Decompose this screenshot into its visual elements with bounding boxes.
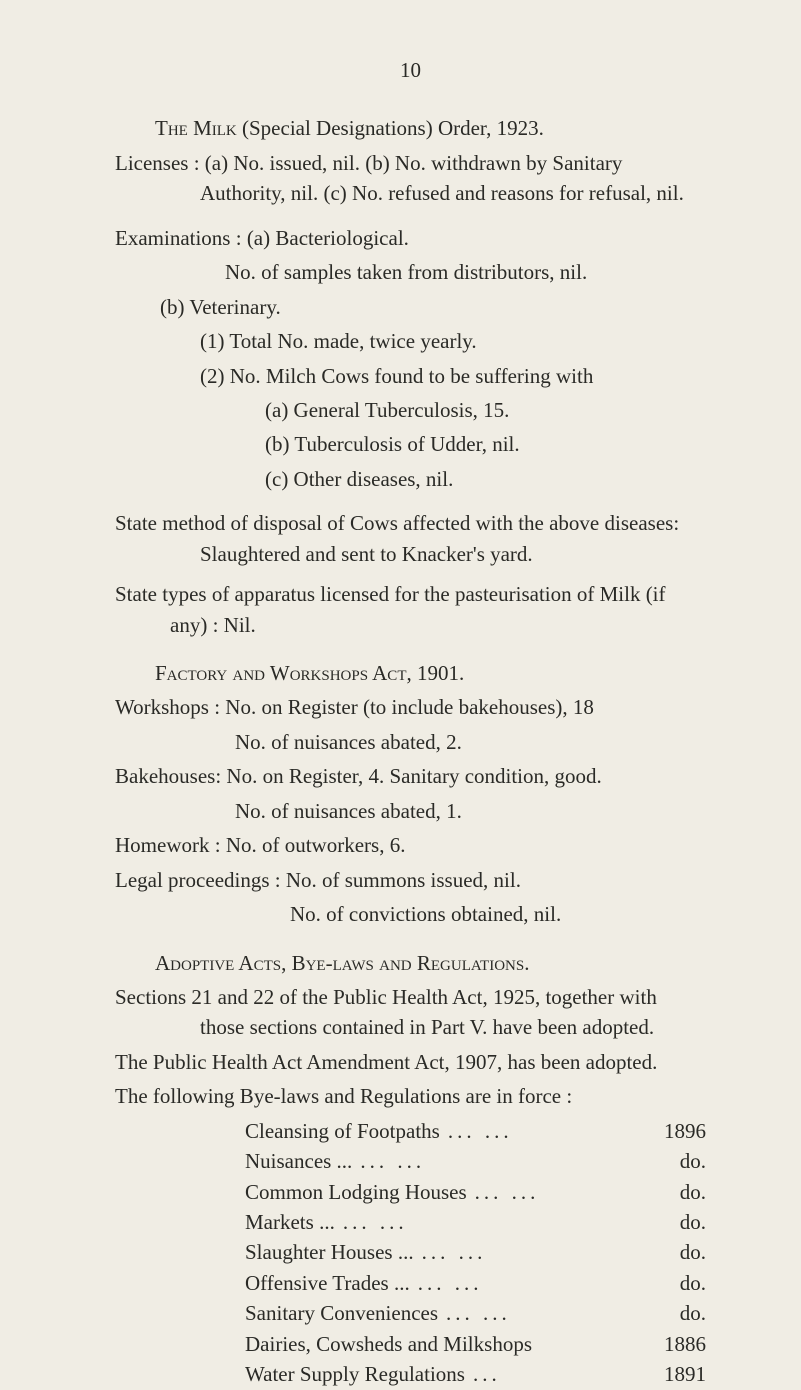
exam-a: Examinations : (a) Bacteriological.: [115, 223, 706, 253]
adoptive-p3: The following Bye-laws and Regulations a…: [115, 1081, 706, 1111]
list-year: do.: [660, 1146, 706, 1176]
list-label: Sanitary Conveniences: [245, 1298, 438, 1328]
leader-dots: ... ...: [440, 1116, 644, 1146]
vet-2c: (c) Other diseases, nil.: [115, 464, 706, 494]
vet-1: (1) Total No. made, twice yearly.: [115, 326, 706, 356]
list-item: Slaughter Houses ... ... ... do.: [115, 1237, 706, 1267]
list-label: Common Lodging Houses: [245, 1177, 467, 1207]
list-label: Water Supply Regulations: [245, 1359, 465, 1389]
leader-dots: ... ...: [410, 1268, 660, 1298]
heading-milk: The Milk (Special Designations) Order, 1…: [115, 113, 706, 143]
list-label: Dairies, Cowsheds and Milkshops: [245, 1329, 532, 1359]
list-item: Water Supply Regulations ... 1891: [115, 1359, 706, 1389]
heading-adoptive: Adoptive Acts, Bye-laws and Regulations.: [115, 948, 706, 978]
list-year: do.: [660, 1298, 706, 1328]
vet-2b: (b) Tuberculosis of Udder, nil.: [115, 429, 706, 459]
vet-2: (2) No. Milch Cows found to be suffering…: [115, 361, 706, 391]
state-method: State method of disposal of Cows affecte…: [115, 508, 706, 569]
leader-dots: ... ...: [414, 1237, 660, 1267]
page-number: 10: [115, 55, 706, 85]
list-year: 1891: [644, 1359, 706, 1389]
list-item: Nuisances ... ... ... do.: [115, 1146, 706, 1176]
list-item: Common Lodging Houses ... ... do.: [115, 1177, 706, 1207]
leader-dots: ...: [465, 1359, 644, 1389]
heading-milk-pre: The Milk: [155, 116, 237, 140]
adoptive-p1: Sections 21 and 22 of the Public Health …: [115, 982, 706, 1043]
heading-milk-post: (Special Designations) Order, 1923.: [242, 116, 544, 140]
section-milk: The Milk (Special Designations) Order, 1…: [115, 113, 706, 208]
list-year: do.: [660, 1207, 706, 1237]
list-item: Offensive Trades ... ... ... do.: [115, 1268, 706, 1298]
leader-dots: ... ...: [352, 1146, 659, 1176]
list-year: do.: [660, 1268, 706, 1298]
list-item: Dairies, Cowsheds and Milkshops . 1886: [115, 1329, 706, 1359]
workshops-sub: No. of nuisances abated, 2.: [115, 727, 706, 757]
byelaws-list: Cleansing of Footpaths ... ... 1896 Nuis…: [115, 1116, 706, 1390]
bakehouses-sub: No. of nuisances abated, 1.: [115, 796, 706, 826]
list-item: Sanitary Conveniences ... ... do.: [115, 1298, 706, 1328]
list-year: do.: [660, 1237, 706, 1267]
vet-2a: (a) General Tuberculosis, 15.: [115, 395, 706, 425]
list-item: Cleansing of Footpaths ... ... 1896: [115, 1116, 706, 1146]
leader-dots: ... ...: [438, 1298, 660, 1328]
bakehouses: Bakehouses: No. on Register, 4. Sanitary…: [115, 761, 706, 791]
workshops: Workshops : No. on Register (to include …: [115, 692, 706, 722]
list-label: Slaughter Houses ...: [245, 1237, 414, 1267]
leader-dots: ... ...: [335, 1207, 660, 1237]
list-label: Offensive Trades ...: [245, 1268, 410, 1298]
legal-sub: No. of convictions obtained, nil.: [115, 899, 706, 929]
leader-dots: ... ...: [467, 1177, 660, 1207]
legal: Legal proceedings : No. of summons issue…: [115, 865, 706, 895]
adoptive-p2: The Public Health Act Amendment Act, 190…: [115, 1047, 706, 1077]
list-label: Markets ...: [245, 1207, 335, 1237]
document-page: 10 The Milk (Special Designations) Order…: [0, 0, 801, 1339]
list-item: Markets ... ... ... do.: [115, 1207, 706, 1237]
homework: Homework : No. of outworkers, 6.: [115, 830, 706, 860]
list-year: do.: [660, 1177, 706, 1207]
state-types: State types of apparatus licensed for th…: [115, 579, 706, 640]
exam-a-sub: No. of samples taken from distributors, …: [115, 257, 706, 287]
licenses-line: Licenses : (a) No. issued, nil. (b) No. …: [115, 148, 706, 209]
list-label: Cleansing of Footpaths: [245, 1116, 440, 1146]
heading-factory: Factory and Workshops Act, 1901.: [115, 658, 706, 688]
list-label: Nuisances ...: [245, 1146, 352, 1176]
list-year: 1896: [644, 1116, 706, 1146]
examinations-block: Examinations : (a) Bacteriological. No. …: [115, 223, 706, 495]
vet-b: (b) Veterinary.: [115, 292, 706, 322]
list-year: 1886: [644, 1329, 706, 1359]
